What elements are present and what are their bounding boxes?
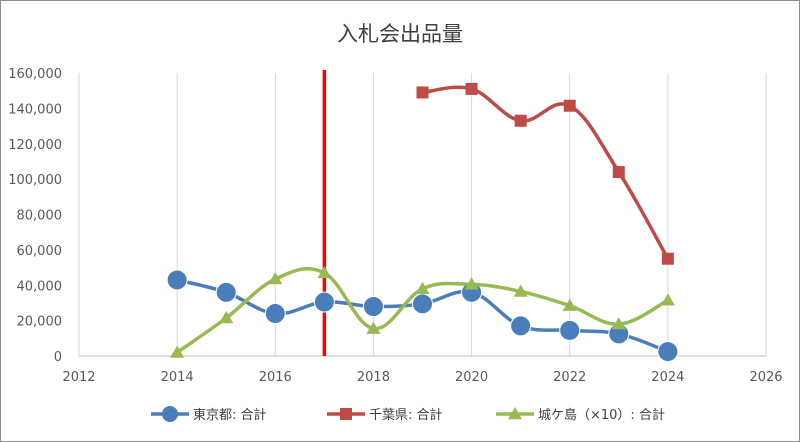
series-line-chiba bbox=[422, 85, 670, 260]
data-point-tokyo bbox=[510, 315, 532, 337]
data-point-jogashima bbox=[611, 317, 626, 330]
y-tick-label: 120,000 bbox=[8, 138, 62, 153]
data-point-tokyo bbox=[412, 293, 433, 315]
data-point-chiba bbox=[465, 82, 478, 95]
data-point-chiba bbox=[612, 166, 625, 179]
series-jogashima bbox=[170, 265, 675, 358]
y-tick-label: 80,000 bbox=[17, 209, 63, 224]
x-tick-label: 2020 bbox=[455, 370, 488, 385]
legend-marker bbox=[162, 406, 178, 422]
x-tick-label: 2012 bbox=[62, 370, 95, 385]
data-point-chiba bbox=[514, 114, 527, 127]
legend: 東京都: 合計 千葉県: 合計 城ケ島（×10）: 合計 bbox=[151, 406, 665, 423]
data-point-tokyo bbox=[264, 303, 286, 325]
data-point-jogashima bbox=[366, 321, 381, 334]
data-point-jogashima bbox=[513, 284, 528, 297]
x-tick-label: 2016 bbox=[259, 370, 292, 385]
y-tick-label: 160,000 bbox=[8, 67, 62, 82]
chart-title: 入札会出品量 bbox=[337, 22, 463, 46]
data-point-tokyo bbox=[657, 341, 679, 363]
x-tick-label: 2024 bbox=[651, 370, 684, 385]
data-point-tokyo bbox=[559, 319, 581, 341]
data-point-jogashima bbox=[464, 277, 479, 290]
data-point-tokyo bbox=[215, 281, 237, 303]
axes: 2012 2014 2016 2018 2020 2022 2024 2026 0 20,000 4… bbox=[8, 67, 782, 385]
data-point-chiba bbox=[416, 86, 429, 99]
x-tick-label: 2022 bbox=[553, 370, 586, 385]
data-point-chiba bbox=[563, 99, 576, 112]
data-point-jogashima bbox=[660, 293, 675, 306]
y-tick-label: 0 bbox=[54, 350, 62, 365]
data-point-jogashima bbox=[268, 272, 283, 285]
data-point-tokyo bbox=[313, 291, 335, 313]
y-tick-label: 140,000 bbox=[8, 102, 62, 117]
y-tick-label: 100,000 bbox=[8, 173, 62, 188]
data-point-tokyo bbox=[362, 295, 384, 317]
x-tick-label: 2018 bbox=[357, 370, 390, 385]
data-point-jogashima bbox=[170, 345, 185, 358]
y-tick-label: 40,000 bbox=[17, 279, 63, 294]
gridlines bbox=[78, 73, 767, 356]
y-tick-label: 20,000 bbox=[17, 315, 63, 330]
data-point-tokyo bbox=[166, 269, 188, 291]
series-layer bbox=[166, 82, 679, 363]
data-point-chiba bbox=[661, 252, 674, 265]
legend-item-jogashima: 城ケ島（×10）: 合計 bbox=[496, 407, 665, 423]
data-point-jogashima bbox=[317, 265, 332, 279]
legend-marker bbox=[508, 407, 522, 420]
legend-label: 東京都: 合計 bbox=[193, 407, 267, 423]
y-tick-label: 60,000 bbox=[17, 244, 63, 259]
data-point-jogashima bbox=[415, 281, 430, 295]
x-tick-label: 2026 bbox=[749, 370, 782, 385]
legend-label: 城ケ島（×10）: 合計 bbox=[538, 407, 665, 423]
legend-label: 千葉県: 合計 bbox=[369, 407, 443, 423]
data-point-jogashima bbox=[562, 298, 577, 311]
data-point-jogashima bbox=[219, 310, 234, 324]
legend-marker bbox=[340, 408, 352, 420]
series-chiba bbox=[416, 82, 674, 265]
x-tick-label: 2014 bbox=[161, 370, 194, 385]
legend-item-tokyo: 東京都: 合計 bbox=[151, 406, 267, 423]
legend-item-chiba: 千葉県: 合計 bbox=[327, 407, 443, 423]
